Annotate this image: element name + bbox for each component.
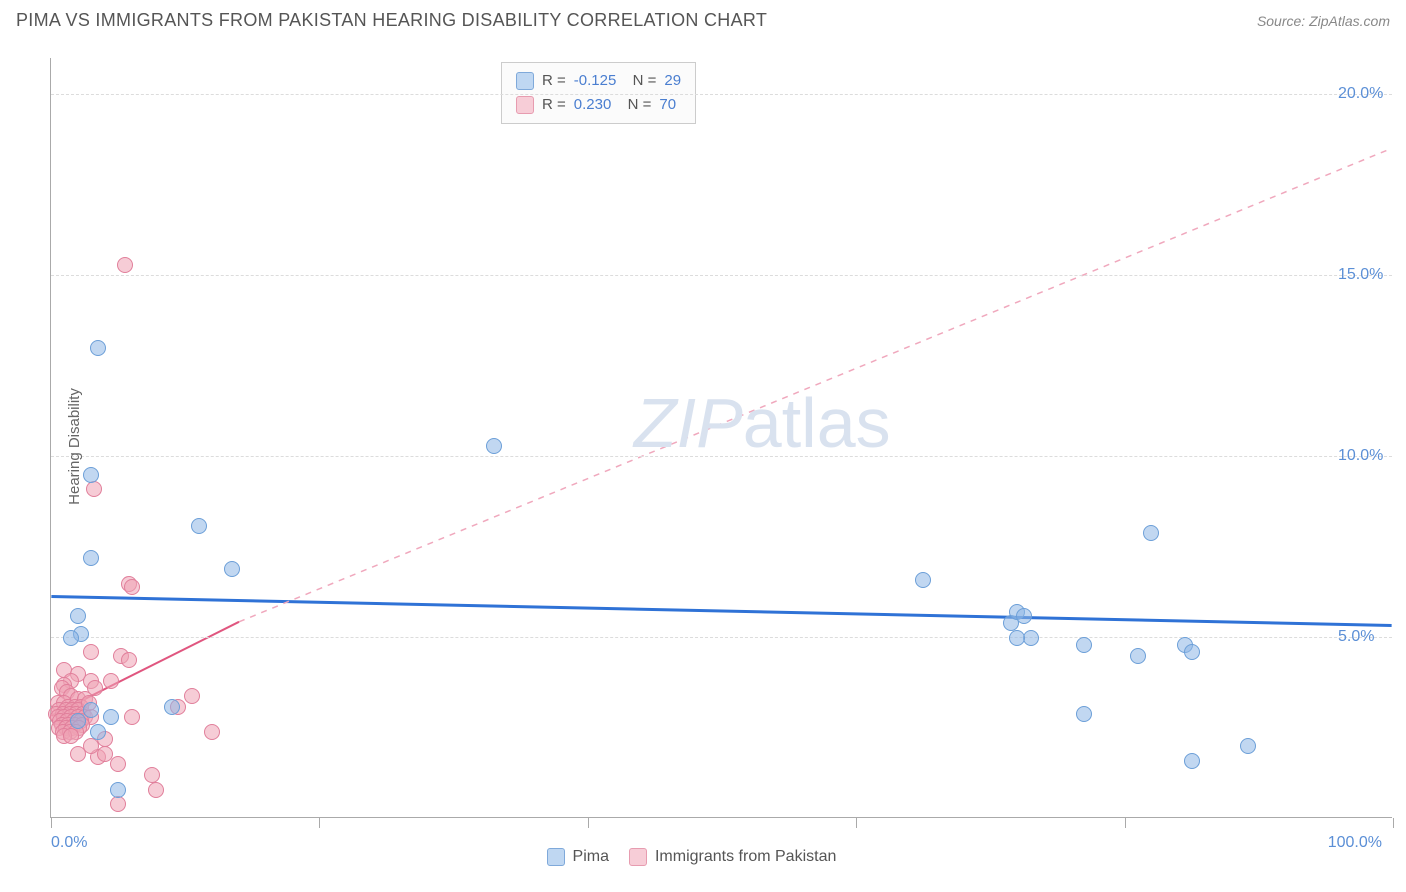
source-label: Source: ZipAtlas.com xyxy=(1257,13,1390,29)
data-point xyxy=(117,257,133,273)
data-point xyxy=(70,608,86,624)
legend-r-value: 0.230 xyxy=(574,93,612,117)
x-tick xyxy=(588,818,589,828)
data-point xyxy=(110,782,126,798)
legend-n-value: 70 xyxy=(659,93,676,117)
data-point xyxy=(83,702,99,718)
data-point xyxy=(184,688,200,704)
series-legend-label: Pima xyxy=(573,848,609,866)
data-point xyxy=(224,561,240,577)
legend-r-label: R = xyxy=(542,69,566,93)
x-tick xyxy=(319,818,320,828)
data-point xyxy=(1240,738,1256,754)
x-tick xyxy=(856,818,857,828)
data-point xyxy=(70,713,86,729)
data-point xyxy=(121,652,137,668)
data-point xyxy=(486,438,502,454)
series-legend-item: Pima xyxy=(547,848,609,866)
data-point xyxy=(83,550,99,566)
data-point xyxy=(148,782,164,798)
data-point xyxy=(103,709,119,725)
data-point xyxy=(124,579,140,595)
data-point xyxy=(87,680,103,696)
data-point xyxy=(144,767,160,783)
series-legend: Pima Immigrants from Pakistan xyxy=(547,848,837,866)
legend-swatch xyxy=(629,848,647,866)
watermark: ZIPatlas xyxy=(634,383,891,463)
gridline xyxy=(51,275,1392,276)
chart-title: PIMA VS IMMIGRANTS FROM PAKISTAN HEARING… xyxy=(16,10,767,31)
y-axis-label: Hearing Disability xyxy=(66,388,83,505)
data-point xyxy=(63,728,79,744)
x-tick-label: 100.0% xyxy=(1328,834,1382,852)
data-point xyxy=(1076,706,1092,722)
gridline xyxy=(51,456,1392,457)
data-point xyxy=(1184,644,1200,660)
legend-row: R = 0.230 N = 70 xyxy=(516,93,681,117)
data-point xyxy=(1130,648,1146,664)
stats-legend: R = -0.125 N = 29R = 0.230 N = 70 xyxy=(501,62,696,124)
legend-n-label: N = xyxy=(624,69,656,93)
data-point xyxy=(915,572,931,588)
data-point xyxy=(83,467,99,483)
series-legend-item: Immigrants from Pakistan xyxy=(629,848,836,866)
gridline xyxy=(51,637,1392,638)
data-point xyxy=(164,699,180,715)
data-point xyxy=(63,630,79,646)
x-tick xyxy=(1125,818,1126,828)
y-tick-label: 5.0% xyxy=(1338,628,1406,646)
data-point xyxy=(86,481,102,497)
data-point xyxy=(83,644,99,660)
x-tick xyxy=(1393,818,1394,828)
x-tick xyxy=(51,818,52,828)
legend-swatch xyxy=(516,72,534,90)
series-legend-label: Immigrants from Pakistan xyxy=(655,848,836,866)
y-tick-label: 15.0% xyxy=(1338,266,1406,284)
gridline xyxy=(51,94,1392,95)
data-point xyxy=(110,796,126,812)
data-point xyxy=(124,709,140,725)
trend-lines-svg xyxy=(51,58,1392,817)
scatter-plot-area: ZIPatlas R = -0.125 N = 29R = 0.230 N = … xyxy=(50,58,1392,818)
y-tick-label: 20.0% xyxy=(1338,85,1406,103)
legend-n-value: 29 xyxy=(664,69,681,93)
legend-row: R = -0.125 N = 29 xyxy=(516,69,681,93)
data-point xyxy=(90,340,106,356)
data-point xyxy=(110,756,126,772)
data-point xyxy=(103,673,119,689)
data-point xyxy=(90,724,106,740)
data-point xyxy=(1016,608,1032,624)
x-tick-label: 0.0% xyxy=(51,834,87,852)
data-point xyxy=(1076,637,1092,653)
data-point xyxy=(1143,525,1159,541)
legend-swatch xyxy=(547,848,565,866)
legend-r-value: -0.125 xyxy=(574,69,617,93)
data-point xyxy=(1009,630,1025,646)
data-point xyxy=(204,724,220,740)
data-point xyxy=(191,518,207,534)
legend-swatch xyxy=(516,96,534,114)
legend-r-label: R = xyxy=(542,93,566,117)
legend-n-label: N = xyxy=(619,93,651,117)
data-point xyxy=(1184,753,1200,769)
y-tick-label: 10.0% xyxy=(1338,447,1406,465)
